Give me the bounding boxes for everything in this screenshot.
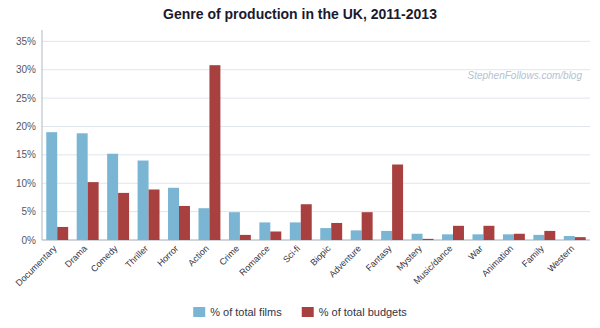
legend: % of total films % of total budgets <box>193 306 407 318</box>
y-tick-label: 15% <box>16 149 36 160</box>
grid-line <box>42 98 590 99</box>
y-tick-label: 20% <box>16 121 36 132</box>
y-tick-label: 30% <box>16 64 36 75</box>
grid-line <box>42 183 590 184</box>
bar <box>362 212 373 240</box>
bar <box>392 165 403 240</box>
bar <box>259 222 270 240</box>
bar <box>88 182 99 240</box>
legend-swatch <box>193 307 205 317</box>
x-tick-label: Romance <box>237 243 271 277</box>
page: {"chart_data": { "type": "bar", "title":… <box>0 0 600 328</box>
bar <box>270 231 281 240</box>
bar <box>331 223 342 240</box>
title: Genre of production in the UK, 2011-2013 <box>163 6 437 22</box>
bar <box>453 226 464 240</box>
x-tick-label: Western <box>546 243 577 274</box>
legend-label: % of total films <box>210 306 282 318</box>
grid-line <box>42 41 590 42</box>
y-tick-label: 35% <box>16 36 36 47</box>
bar <box>229 212 240 240</box>
x-tick-label: Thriller <box>123 243 150 270</box>
chart-svg: Genre of production in the UK, 2011-2013… <box>0 0 600 328</box>
grid <box>42 41 590 240</box>
x-tick-label: Comedy <box>89 243 120 274</box>
grid-line <box>42 154 590 155</box>
bar <box>301 204 312 240</box>
bar <box>351 230 362 240</box>
x-tick-label: Biopic <box>308 243 333 268</box>
bar <box>575 237 586 240</box>
x-tick-label: Horror <box>155 243 180 268</box>
bar <box>503 234 514 240</box>
bar <box>483 226 494 240</box>
bar <box>290 222 301 240</box>
bar <box>544 231 555 240</box>
bar <box>533 235 544 240</box>
x-tick-label: Animation <box>480 243 515 278</box>
x-tick-label: Mystery <box>395 243 425 273</box>
bar <box>46 132 57 240</box>
y-tick-label: 0% <box>22 235 37 246</box>
bar <box>442 234 453 240</box>
bar <box>198 208 209 240</box>
x-tick-label: Family <box>520 243 546 269</box>
x-tick-label: Music/dance <box>412 243 455 286</box>
bar <box>149 189 160 240</box>
bar <box>423 239 434 240</box>
annotation: StephenFollows.com/blog <box>467 70 582 81</box>
x-tick-label: Sci-fi <box>281 243 302 264</box>
bar <box>179 206 190 240</box>
x-tick-label: Documentary <box>14 243 59 288</box>
y-tick-label: 10% <box>16 178 36 189</box>
bar <box>472 234 483 240</box>
bar <box>240 235 251 240</box>
bar <box>118 193 129 240</box>
legend-swatch <box>302 307 314 317</box>
y-axis-line <box>42 30 43 240</box>
grid-line <box>42 126 590 127</box>
x-tick-label: Action <box>186 243 211 268</box>
bar <box>564 236 575 240</box>
bar <box>77 133 88 240</box>
bar <box>168 188 179 240</box>
x-tick-label: Adventure <box>327 243 363 279</box>
bar <box>107 154 118 240</box>
bar <box>412 234 423 240</box>
bar <box>514 234 525 240</box>
x-tick-label: Fantasy <box>364 243 394 273</box>
bar <box>138 161 149 240</box>
chart-container: Genre of production in the UK, 2011-2013… <box>0 0 600 328</box>
bar <box>57 227 68 240</box>
bar <box>320 228 331 240</box>
x-tick-label: Crime <box>217 243 241 267</box>
bar <box>209 65 220 240</box>
x-tick-label: Drama <box>63 243 89 269</box>
y-tick-label: 5% <box>22 206 37 217</box>
x-tick-label: War <box>466 243 485 262</box>
bar <box>381 231 392 240</box>
bars <box>46 65 585 240</box>
legend-label: % of total budgets <box>319 306 408 318</box>
y-tick-label: 25% <box>16 93 36 104</box>
